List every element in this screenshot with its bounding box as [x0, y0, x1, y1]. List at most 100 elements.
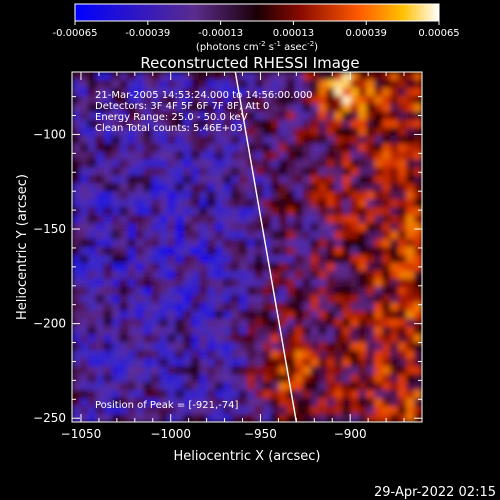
- heatmap-cell: [231, 382, 240, 391]
- heatmap-cell: [72, 151, 81, 161]
- heatmap-cell: [270, 398, 280, 407]
- heatmap-cell: [334, 302, 344, 312]
- solar-limb-line: [234, 72, 298, 422]
- heatmap-cell: [199, 143, 208, 153]
- heatmap-cell: [318, 414, 328, 422]
- heatmap-cell: [207, 382, 216, 391]
- heatmap-cell: [215, 79, 224, 89]
- heatmap-cell: [183, 254, 192, 264]
- heatmap-cell: [247, 278, 256, 288]
- heatmap-cell: [390, 135, 399, 145]
- heatmap-cell: [119, 302, 129, 312]
- heatmap-cell: [310, 374, 320, 383]
- heatmap-cell: [286, 103, 296, 113]
- heatmap-cell: [390, 390, 399, 399]
- heatmap-cell: [215, 414, 224, 422]
- heatmap-cell: [262, 191, 272, 200]
- heatmap-cell: [270, 111, 280, 121]
- heatmap-cell: [167, 223, 176, 232]
- heatmap-cell: [398, 270, 407, 280]
- heatmap-cell: [103, 72, 113, 81]
- heatmap-cell: [231, 318, 240, 328]
- heatmap-cell: [326, 191, 336, 200]
- heatmap-cell: [72, 199, 81, 208]
- heatmap-cell: [286, 270, 296, 280]
- heatmap-cell: [223, 175, 232, 184]
- heatmap-cell: [358, 247, 367, 256]
- heatmap-cell: [207, 103, 216, 113]
- heatmap-cell: [175, 286, 184, 296]
- heatmap-cell: [366, 231, 375, 240]
- heatmap-cell: [183, 350, 192, 359]
- heatmap-cell: [143, 119, 153, 129]
- heatmap-cell: [374, 342, 383, 351]
- heatmap-cell: [79, 87, 89, 97]
- heatmap-cell: [382, 302, 391, 312]
- heatmap-cell: [398, 111, 407, 121]
- heatmap-cell: [342, 254, 351, 264]
- heatmap-cell: [294, 374, 304, 383]
- heatmap-cell: [318, 135, 328, 145]
- heatmap-cell: [143, 318, 153, 328]
- heatmap-cell: [270, 175, 280, 184]
- heatmap-cell: [334, 239, 344, 248]
- heatmap-cell: [414, 199, 422, 208]
- heatmap-cell: [278, 278, 288, 288]
- heatmap-cell: [151, 111, 161, 121]
- heatmap-cell: [151, 302, 161, 312]
- heatmap-cell: [278, 294, 288, 304]
- heatmap-cell: [374, 334, 383, 344]
- heatmap-cell: [103, 294, 113, 304]
- heatmap-cell: [358, 231, 367, 240]
- heatmap-cell: [390, 294, 399, 304]
- heatmap-cell: [358, 318, 367, 328]
- heatmap-cell: [223, 239, 232, 248]
- heatmap-cell: [270, 127, 280, 137]
- heatmap-cell: [366, 270, 375, 280]
- heatmap-cell: [199, 310, 208, 320]
- heatmap-cell: [151, 79, 161, 89]
- heatmap-cell: [223, 111, 232, 121]
- heatmap-cell: [390, 183, 399, 192]
- heatmap-cell: [223, 103, 232, 113]
- heatmap-cell: [199, 175, 208, 184]
- heatmap-cell: [310, 326, 320, 336]
- heatmap-cell: [302, 358, 312, 367]
- heatmap-cell: [72, 159, 81, 169]
- heatmap-cell: [342, 382, 351, 391]
- heatmap-cell: [318, 167, 328, 176]
- heatmap-cell: [175, 72, 184, 81]
- heatmap-cell: [103, 342, 113, 351]
- heatmap-cell: [254, 366, 264, 375]
- heatmap-cell: [334, 382, 344, 391]
- heatmap-cell: [167, 358, 176, 367]
- heatmap-cell: [127, 72, 137, 81]
- heatmap-cell: [326, 326, 336, 336]
- heatmap-cell: [191, 72, 200, 81]
- heatmap-cell: [262, 183, 272, 192]
- heatmap-cell: [79, 239, 89, 248]
- heatmap-cell: [207, 286, 216, 296]
- heatmap-cell: [143, 87, 153, 97]
- heatmap-cell: [366, 159, 375, 169]
- heatmap-cell: [72, 207, 81, 216]
- heatmap-cell: [231, 310, 240, 320]
- heatmap-cell: [374, 72, 383, 81]
- heatmap-cell: [294, 262, 304, 272]
- heatmap-cell: [215, 175, 224, 184]
- heatmap-cell: [326, 79, 336, 89]
- heatmap-cell: [159, 294, 169, 304]
- heatmap-cell: [358, 127, 367, 137]
- heatmap-cell: [254, 414, 264, 422]
- heatmap-cell: [207, 231, 216, 240]
- heatmap-cell: [326, 358, 336, 367]
- heatmap-cell: [239, 294, 248, 304]
- heatmap-cell: [247, 231, 256, 240]
- heatmap-cell: [310, 231, 320, 240]
- x-axis: −1050 −1000 −950 −900: [61, 72, 423, 441]
- heatmap-cell: [119, 175, 129, 184]
- heatmap-cell: [390, 278, 399, 288]
- heatmap-cell: [183, 239, 192, 248]
- heatmap-cell: [398, 318, 407, 328]
- heatmap-cell: [334, 254, 344, 264]
